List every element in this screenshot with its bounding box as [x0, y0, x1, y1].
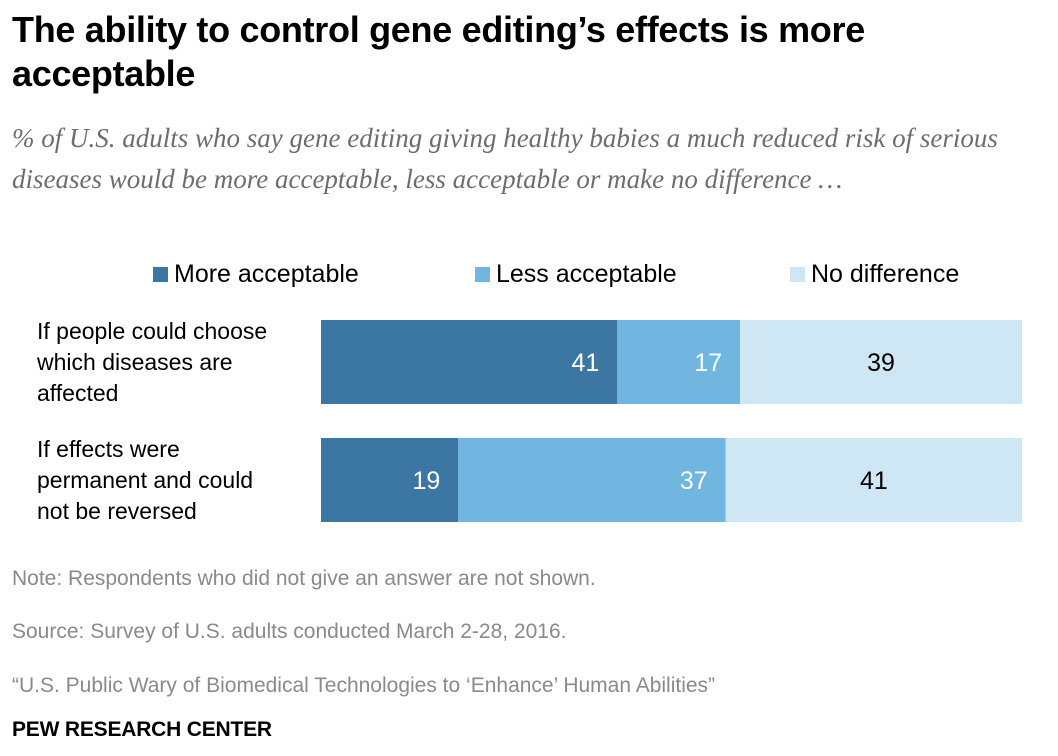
chart-subtitle: % of U.S. adults who say gene editing gi…: [12, 118, 1052, 200]
bar-value-label: 19: [412, 467, 440, 495]
category-label-line: If people could choose: [37, 318, 267, 344]
chart-title: The ability to control gene editing’s ef…: [12, 8, 1042, 96]
bar-value-label: 41: [571, 349, 599, 377]
category-label-line: permanent and could: [37, 467, 253, 493]
legend-label-more-acceptable: More acceptable: [174, 260, 359, 289]
category-label-line: affected: [37, 380, 118, 406]
bar-value-label: 41: [860, 467, 888, 495]
stacked-bar-chart: If people could choose which diseases are…: [0, 300, 1058, 540]
legend-item-more-acceptable: More acceptable: [153, 256, 359, 292]
legend-item-no-difference: No difference: [790, 256, 959, 292]
pew-research-center-logo-text: PEW RESEARCH CENTER: [12, 718, 272, 742]
legend-label-no-difference: No difference: [811, 260, 959, 289]
legend-swatch-more-acceptable: [153, 267, 168, 282]
source-text: Source: Survey of U.S. adults conducted …: [12, 620, 566, 644]
category-label-line: not be reversed: [37, 498, 197, 524]
legend-item-less-acceptable: Less acceptable: [475, 256, 677, 292]
bar-value-label: 17: [694, 349, 722, 377]
report-title-text: “U.S. Public Wary of Biomedical Technolo…: [12, 674, 715, 698]
category-label: If people could choose which diseases are…: [36, 318, 267, 406]
legend-label-less-acceptable: Less acceptable: [496, 260, 677, 289]
category-label: If effects were permanent and could not be…: [37, 436, 253, 524]
legend: More acceptable Less acceptable No diffe…: [0, 256, 1058, 292]
bar-value-label: 39: [867, 349, 895, 377]
bar-value-label: 37: [680, 467, 708, 495]
legend-swatch-no-difference: [790, 267, 805, 282]
note-text: Note: Respondents who did not give an an…: [12, 567, 596, 591]
legend-swatch-less-acceptable: [475, 267, 490, 282]
category-label-line: which diseases are: [36, 349, 233, 375]
category-label-line: If effects were: [37, 436, 180, 462]
